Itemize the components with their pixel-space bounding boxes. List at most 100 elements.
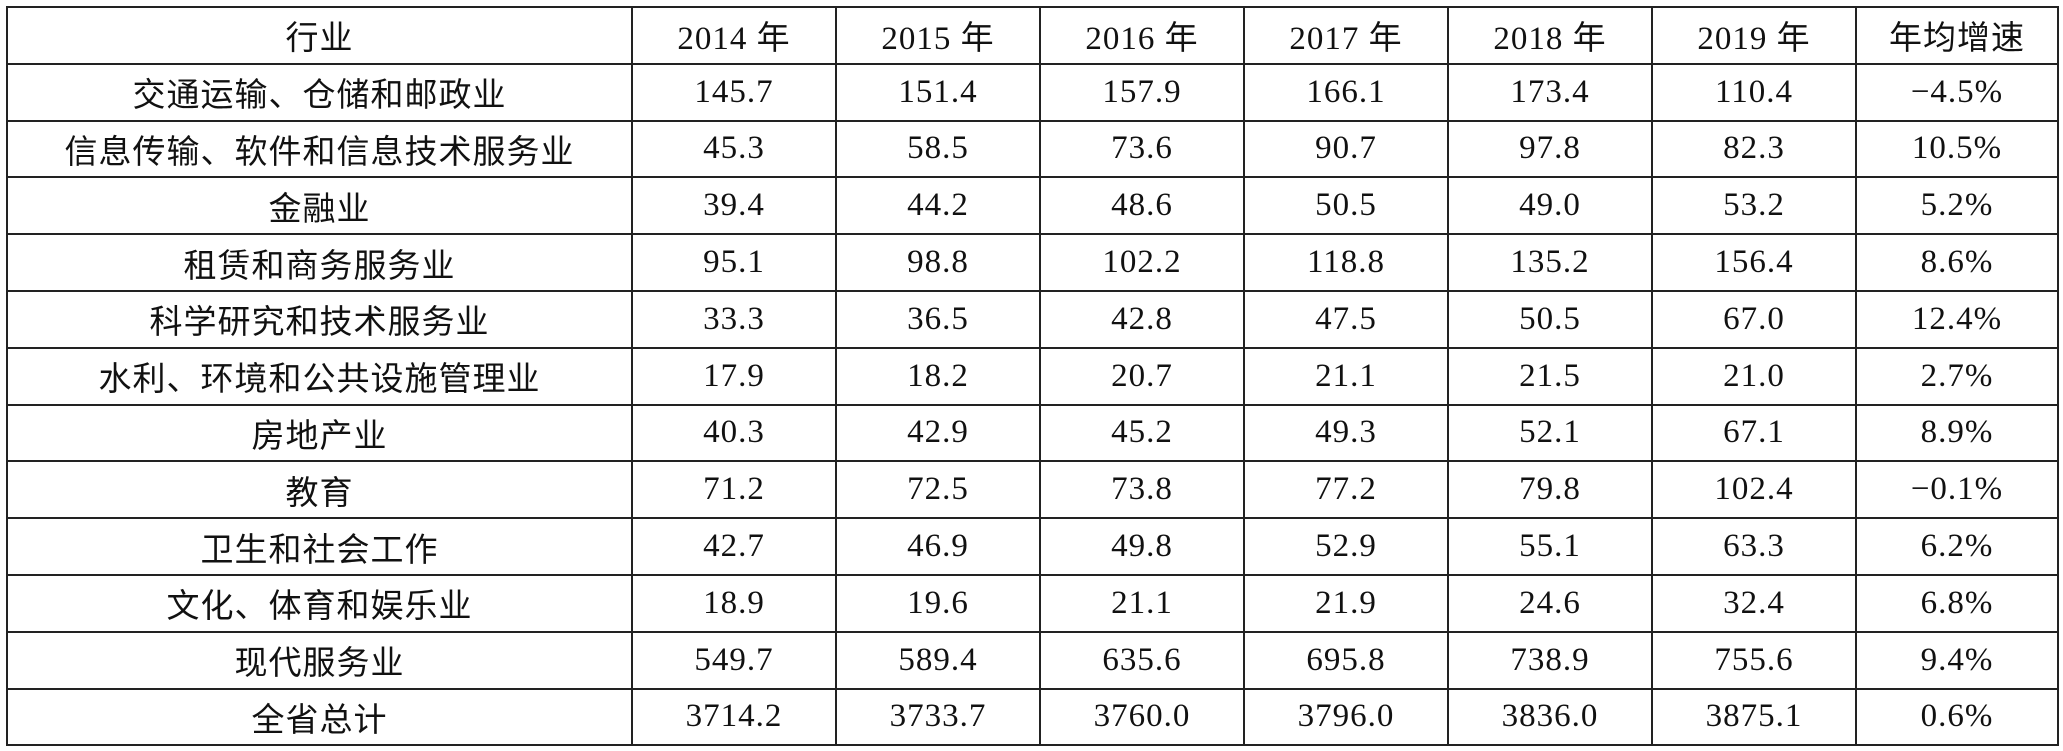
- cell-2017: 77.2: [1243, 460, 1449, 520]
- header-2016: 2016 年: [1039, 6, 1245, 65]
- cell-2018: 738.9: [1447, 630, 1653, 690]
- table-row: 科学研究和技术服务业 33.3 36.5 42.8 47.5 50.5 67.0…: [6, 289, 2059, 349]
- table-row: 教育 71.2 72.5 73.8 77.2 79.8 102.4 −0.1%: [6, 460, 2059, 520]
- cell-2015: 36.5: [835, 289, 1041, 349]
- cell-growth-rate: 6.8%: [1855, 573, 2059, 633]
- row-industry-name: 房地产业: [6, 403, 633, 463]
- cell-2014: 95.1: [631, 233, 837, 292]
- cell-2014: 3714.2: [631, 687, 837, 747]
- cell-2015: 3733.7: [835, 687, 1041, 747]
- cell-2019: 156.4: [1651, 233, 1857, 292]
- table-row: 水利、环境和公共设施管理业 17.9 18.2 20.7 21.1 21.5 2…: [6, 346, 2059, 406]
- cell-2019: 53.2: [1651, 176, 1857, 236]
- header-industry: 行业: [6, 6, 633, 65]
- cell-2015: 46.9: [835, 517, 1041, 576]
- cell-2014: 145.7: [631, 62, 837, 122]
- cell-2015: 151.4: [835, 62, 1041, 122]
- cell-2018: 79.8: [1447, 460, 1653, 520]
- row-industry-name: 水利、环境和公共设施管理业: [6, 346, 633, 406]
- cell-growth-rate: 8.6%: [1855, 233, 2059, 292]
- cell-2015: 42.9: [835, 403, 1041, 463]
- cell-2018: 135.2: [1447, 233, 1653, 292]
- cell-2017: 49.3: [1243, 403, 1449, 463]
- row-industry-name: 现代服务业: [6, 630, 633, 690]
- cell-2016: 21.1: [1039, 573, 1245, 633]
- row-industry-name: 科学研究和技术服务业: [6, 289, 633, 349]
- cell-2014: 45.3: [631, 119, 837, 179]
- cell-2015: 19.6: [835, 573, 1041, 633]
- header-2018: 2018 年: [1447, 6, 1653, 65]
- industry-data-table: 行业 2014 年 2015 年 2016 年 2017 年 2018 年 20…: [6, 6, 2059, 747]
- cell-2014: 17.9: [631, 346, 837, 406]
- cell-2016: 157.9: [1039, 62, 1245, 122]
- table-row: 交通运输、仓储和邮政业 145.7 151.4 157.9 166.1 173.…: [6, 62, 2059, 122]
- table-row: 租赁和商务服务业 95.1 98.8 102.2 118.8 135.2 156…: [6, 233, 2059, 292]
- cell-2015: 58.5: [835, 119, 1041, 179]
- cell-growth-rate: 9.4%: [1855, 630, 2059, 690]
- cell-2017: 21.9: [1243, 573, 1449, 633]
- table-row: 文化、体育和娱乐业 18.9 19.6 21.1 21.9 24.6 32.4 …: [6, 573, 2059, 633]
- cell-2015: 98.8: [835, 233, 1041, 292]
- cell-growth-rate: −4.5%: [1855, 62, 2059, 122]
- cell-growth-rate: 6.2%: [1855, 517, 2059, 576]
- table-row: 信息传输、软件和信息技术服务业 45.3 58.5 73.6 90.7 97.8…: [6, 119, 2059, 179]
- table-row: 房地产业 40.3 42.9 45.2 49.3 52.1 67.1 8.9%: [6, 403, 2059, 463]
- row-industry-name: 卫生和社会工作: [6, 517, 633, 576]
- cell-2018: 49.0: [1447, 176, 1653, 236]
- cell-2016: 3760.0: [1039, 687, 1245, 747]
- cell-2018: 97.8: [1447, 119, 1653, 179]
- cell-2016: 73.8: [1039, 460, 1245, 520]
- cell-2017: 166.1: [1243, 62, 1449, 122]
- cell-2017: 695.8: [1243, 630, 1449, 690]
- cell-2018: 3836.0: [1447, 687, 1653, 747]
- table-row: 卫生和社会工作 42.7 46.9 49.8 52.9 55.1 63.3 6.…: [6, 517, 2059, 576]
- cell-2016: 45.2: [1039, 403, 1245, 463]
- header-2015: 2015 年: [835, 6, 1041, 65]
- cell-2014: 42.7: [631, 517, 837, 576]
- cell-2016: 20.7: [1039, 346, 1245, 406]
- cell-2017: 47.5: [1243, 289, 1449, 349]
- cell-2019: 110.4: [1651, 62, 1857, 122]
- cell-2016: 102.2: [1039, 233, 1245, 292]
- header-2019: 2019 年: [1651, 6, 1857, 65]
- cell-growth-rate: 10.5%: [1855, 119, 2059, 179]
- cell-growth-rate: 2.7%: [1855, 346, 2059, 406]
- cell-2017: 50.5: [1243, 176, 1449, 236]
- cell-2014: 549.7: [631, 630, 837, 690]
- cell-2016: 73.6: [1039, 119, 1245, 179]
- row-industry-name: 文化、体育和娱乐业: [6, 573, 633, 633]
- cell-2019: 21.0: [1651, 346, 1857, 406]
- cell-2016: 48.6: [1039, 176, 1245, 236]
- cell-2017: 3796.0: [1243, 687, 1449, 747]
- row-industry-name: 教育: [6, 460, 633, 520]
- cell-2019: 67.0: [1651, 289, 1857, 349]
- row-industry-name: 信息传输、软件和信息技术服务业: [6, 119, 633, 179]
- cell-2018: 52.1: [1447, 403, 1653, 463]
- cell-2016: 42.8: [1039, 289, 1245, 349]
- cell-2019: 67.1: [1651, 403, 1857, 463]
- cell-2014: 40.3: [631, 403, 837, 463]
- row-industry-name: 全省总计: [6, 687, 633, 747]
- cell-2018: 21.5: [1447, 346, 1653, 406]
- data-table-container: 行业 2014 年 2015 年 2016 年 2017 年 2018 年 20…: [6, 6, 2059, 747]
- table-header-row: 行业 2014 年 2015 年 2016 年 2017 年 2018 年 20…: [6, 6, 2059, 65]
- cell-2017: 90.7: [1243, 119, 1449, 179]
- cell-growth-rate: 12.4%: [1855, 289, 2059, 349]
- row-industry-name: 金融业: [6, 176, 633, 236]
- cell-2015: 589.4: [835, 630, 1041, 690]
- cell-2017: 118.8: [1243, 233, 1449, 292]
- cell-2017: 21.1: [1243, 346, 1449, 406]
- cell-growth-rate: 5.2%: [1855, 176, 2059, 236]
- row-industry-name: 交通运输、仓储和邮政业: [6, 62, 633, 122]
- cell-2018: 50.5: [1447, 289, 1653, 349]
- cell-2019: 755.6: [1651, 630, 1857, 690]
- cell-growth-rate: 8.9%: [1855, 403, 2059, 463]
- cell-growth-rate: −0.1%: [1855, 460, 2059, 520]
- cell-2014: 71.2: [631, 460, 837, 520]
- cell-2015: 44.2: [835, 176, 1041, 236]
- cell-2019: 82.3: [1651, 119, 1857, 179]
- cell-2018: 55.1: [1447, 517, 1653, 576]
- cell-2017: 52.9: [1243, 517, 1449, 576]
- cell-2015: 72.5: [835, 460, 1041, 520]
- header-2017: 2017 年: [1243, 6, 1449, 65]
